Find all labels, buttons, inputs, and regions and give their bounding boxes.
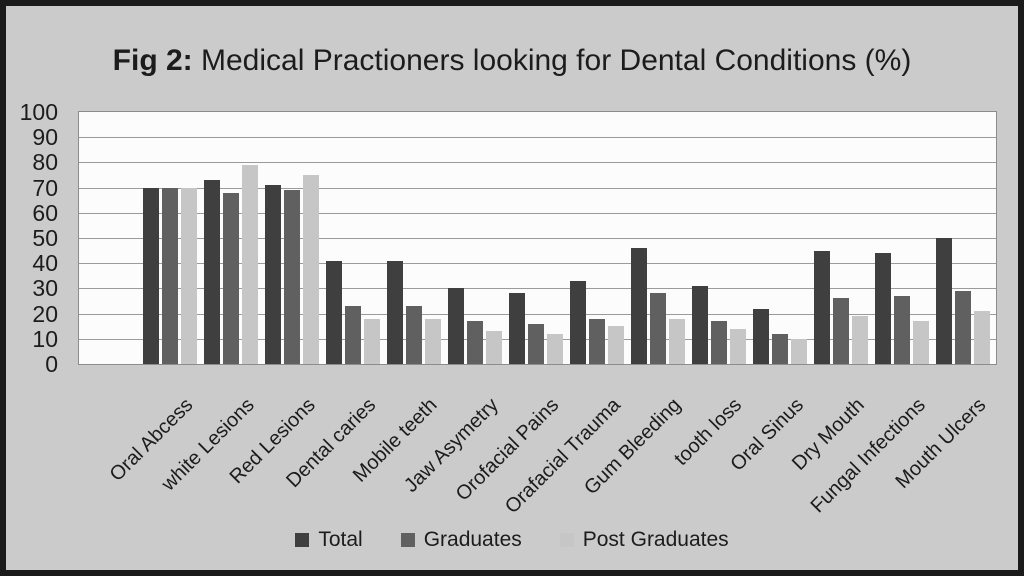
bar-graduates-orofacial-pains: [528, 324, 544, 364]
legend-label-total: Total: [318, 528, 363, 551]
gridline-20: [79, 314, 996, 315]
bar-total-orofacial-pains: [509, 293, 525, 364]
gridline-90: [79, 137, 996, 138]
plot-area: [78, 111, 997, 365]
chart-title: Fig 2: Medical Practioners looking for D…: [6, 44, 1018, 78]
y-tick-label-50: 50: [32, 225, 58, 251]
y-tick-label-90: 90: [32, 124, 58, 150]
legend-label-post-graduates: Post Graduates: [582, 528, 729, 551]
bar-post-graduates-red-lesions: [303, 175, 319, 364]
bar-post-graduates-dry-mouth: [852, 316, 868, 364]
y-tick-label-100: 100: [19, 99, 58, 125]
bar-graduates-mouth-ulcers: [955, 291, 971, 364]
bar-total-white-lesions: [204, 180, 220, 364]
bar-post-graduates-white-lesions: [242, 165, 258, 364]
legend: Total Graduates Post Graduates: [6, 528, 1018, 552]
bar-post-graduates-mobile-teeth: [425, 319, 441, 364]
bar-total-oral-sinus: [753, 309, 769, 364]
bar-post-graduates-mouth-ulcers: [974, 311, 990, 364]
bar-post-graduates-dental-caries: [364, 319, 380, 364]
bar-post-graduates-orofacial-pains: [547, 334, 563, 364]
bar-graduates-dental-caries: [345, 306, 361, 364]
legend-swatch-graduates: [400, 533, 415, 547]
gridline-60: [79, 213, 996, 214]
legend-swatch-post-graduates: [559, 533, 574, 547]
legend-swatch-total: [295, 533, 310, 547]
y-tick-label-20: 20: [32, 301, 58, 327]
bar-post-graduates-oral-abcess: [181, 188, 197, 364]
legend-item-graduates: Graduates: [400, 528, 522, 552]
bar-total-dental-caries: [326, 261, 342, 364]
bar-graduates-oral-sinus: [772, 334, 788, 364]
y-tick-label-40: 40: [32, 250, 58, 276]
gridline-30: [79, 288, 996, 289]
gridline-40: [79, 263, 996, 264]
legend-item-total: Total: [295, 528, 363, 552]
bar-graduates-oral-abcess: [162, 188, 178, 364]
bar-graduates-dry-mouth: [833, 298, 849, 364]
legend-label-graduates: Graduates: [423, 528, 522, 551]
bar-graduates-fungal-infections: [894, 296, 910, 364]
bar-post-graduates-jaw-asymetry: [486, 331, 502, 364]
y-tick-label-30: 30: [32, 275, 58, 301]
bar-graduates-tooth-loss: [711, 321, 727, 364]
gridline-80: [79, 162, 996, 163]
legend-item-post-graduates: Post Graduates: [559, 528, 729, 552]
bar-total-fungal-infections: [875, 253, 891, 364]
bar-post-graduates-fungal-infections: [913, 321, 929, 364]
bar-graduates-gum-bleeding: [650, 293, 666, 364]
bar-post-graduates-orafacial-trauma: [608, 326, 624, 364]
y-tick-label-0: 0: [45, 351, 58, 377]
y-tick-label-10: 10: [32, 326, 58, 352]
gridline-50: [79, 238, 996, 239]
y-tick-label-70: 70: [32, 175, 58, 201]
bar-total-jaw-asymetry: [448, 288, 464, 364]
bar-total-orafacial-trauma: [570, 281, 586, 364]
y-tick-label-80: 80: [32, 149, 58, 175]
bar-total-dry-mouth: [814, 251, 830, 364]
chart-title-text: Medical Practioners looking for Dental C…: [192, 44, 912, 77]
figure-number-label: Fig 2:: [112, 44, 193, 77]
bar-post-graduates-tooth-loss: [730, 329, 746, 364]
bar-graduates-orafacial-trauma: [589, 319, 605, 364]
bar-graduates-jaw-asymetry: [467, 321, 483, 364]
bar-graduates-red-lesions: [284, 190, 300, 364]
gridline-70: [79, 188, 996, 189]
bar-post-graduates-gum-bleeding: [669, 319, 685, 364]
bar-total-mouth-ulcers: [936, 238, 952, 364]
bar-total-gum-bleeding: [631, 248, 647, 364]
bar-post-graduates-oral-sinus: [791, 339, 807, 364]
bar-graduates-mobile-teeth: [406, 306, 422, 364]
bar-graduates-white-lesions: [223, 193, 239, 364]
y-tick-label-60: 60: [32, 200, 58, 226]
bar-total-red-lesions: [265, 185, 281, 364]
bar-total-oral-abcess: [143, 188, 159, 364]
bar-total-tooth-loss: [692, 286, 708, 364]
bar-total-mobile-teeth: [387, 261, 403, 364]
